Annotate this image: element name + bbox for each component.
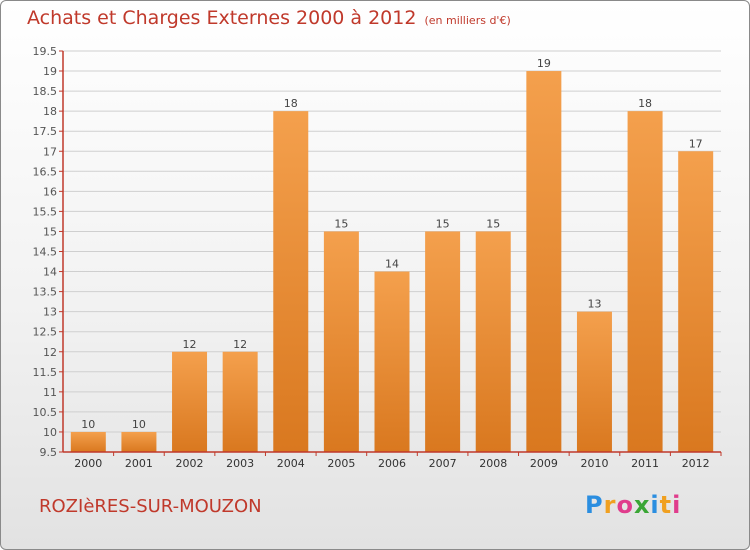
bar	[172, 351, 208, 452]
data-label: 18	[284, 97, 298, 110]
data-label: 15	[486, 217, 500, 230]
x-tick-label: 2001	[125, 457, 153, 470]
bar	[70, 431, 106, 452]
bar	[222, 351, 258, 452]
y-tick-label: 12	[43, 346, 57, 359]
y-tick-label: 17.5	[33, 125, 58, 138]
data-label: 14	[385, 258, 399, 271]
x-tick-label: 2010	[580, 457, 608, 470]
y-tick-label: 10.5	[33, 406, 58, 419]
y-tick-label: 11	[43, 386, 57, 399]
x-tick-label: 2007	[429, 457, 457, 470]
y-tick-label: 9.5	[40, 446, 58, 459]
x-tick-label: 2000	[74, 457, 102, 470]
y-tick-label: 19.5	[33, 45, 58, 58]
place-name: ROZIèRES-SUR-MOUZON	[39, 496, 262, 517]
bar	[425, 231, 461, 452]
logo-letter: i	[650, 491, 660, 519]
bar	[576, 311, 612, 452]
x-tick-label: 2006	[378, 457, 406, 470]
x-tick-label: 2009	[530, 457, 558, 470]
data-label: 19	[537, 57, 551, 70]
data-label: 15	[334, 217, 348, 230]
bar	[678, 151, 714, 452]
y-tick-label: 18	[43, 105, 57, 118]
y-tick-label: 17	[43, 145, 57, 158]
y-tick-label: 13	[43, 306, 57, 319]
bar	[374, 271, 410, 452]
bar	[121, 431, 157, 452]
x-tick-label: 2005	[327, 457, 355, 470]
y-tick-label: 14.5	[33, 246, 58, 259]
y-tick-label: 18.5	[33, 85, 58, 98]
chart-title-block: Achats et Charges Externes 2000 à 2012 (e…	[27, 7, 511, 29]
bar	[273, 111, 309, 453]
data-label: 18	[638, 97, 652, 110]
y-tick-label: 10	[43, 426, 57, 439]
y-tick-label: 16	[43, 185, 57, 198]
bar	[475, 231, 511, 452]
x-tick-label: 2003	[226, 457, 254, 470]
logo-letter: i	[672, 491, 682, 519]
bar	[526, 71, 562, 453]
x-tick-label: 2004	[277, 457, 305, 470]
logo-letter: r	[603, 491, 617, 519]
x-tick-label: 2012	[682, 457, 710, 470]
bar	[627, 111, 663, 453]
y-tick-label: 15	[43, 225, 57, 238]
x-tick-label: 2011	[631, 457, 659, 470]
y-tick-label: 19	[43, 65, 57, 78]
chart-title: Achats et Charges Externes 2000 à 2012	[27, 7, 417, 29]
data-label: 12	[183, 338, 197, 351]
bar	[323, 231, 359, 452]
logo-letter: x	[633, 491, 651, 519]
y-tick-label: 13.5	[33, 286, 58, 299]
data-label: 15	[436, 217, 450, 230]
y-tick-label: 11.5	[33, 366, 58, 379]
data-label: 10	[132, 418, 146, 431]
y-tick-label: 12.5	[33, 326, 58, 339]
proxiti-logo: Proxiti	[585, 491, 681, 519]
x-tick-label: 2008	[479, 457, 507, 470]
logo-letter: o	[616, 491, 634, 519]
logo-letter: t	[659, 491, 673, 519]
x-tick-label: 2002	[176, 457, 204, 470]
data-label: 17	[689, 137, 703, 150]
data-label: 10	[81, 418, 95, 431]
logo-letter: P	[585, 491, 604, 519]
data-label: 13	[587, 298, 601, 311]
y-tick-label: 14	[43, 266, 57, 279]
y-tick-label: 15.5	[33, 205, 58, 218]
y-tick-label: 16.5	[33, 165, 58, 178]
data-label: 12	[233, 338, 247, 351]
chart-subtitle: (en milliers d'€)	[424, 14, 511, 27]
